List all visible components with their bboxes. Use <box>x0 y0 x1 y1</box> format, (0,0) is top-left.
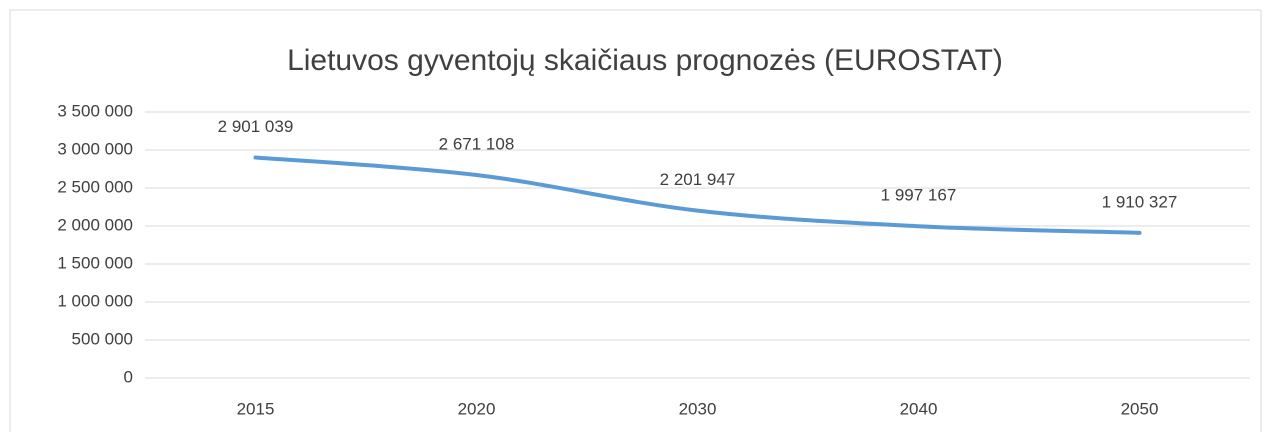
line <box>253 155 1142 235</box>
y-tick-label: 500 000 <box>72 329 133 348</box>
y-tick-label: 1 000 000 <box>57 291 133 310</box>
y-tick-label: 1 500 000 <box>57 253 133 272</box>
x-tick-label: 2020 <box>458 399 496 418</box>
x-tick-label: 2015 <box>237 399 275 418</box>
chart-title: Lietuvos gyventojų skaičiaus prognozės (… <box>287 44 1003 77</box>
data-label: 2 201 947 <box>660 170 736 189</box>
y-tick-label: 0 <box>124 367 133 386</box>
y-tick-label: 2 000 000 <box>57 215 133 234</box>
y-tick-label: 3 000 000 <box>57 139 133 158</box>
x-tick-label: 2030 <box>679 399 717 418</box>
chart-frame <box>9 9 1262 432</box>
data-label: 2 901 039 <box>218 117 294 136</box>
data-label: 2 671 108 <box>439 134 515 153</box>
x-tick-label: 2040 <box>900 399 938 418</box>
y-tick-label: 2 500 000 <box>57 177 133 196</box>
y-tick-label: 3 500 000 <box>57 101 133 120</box>
x-tick-label: 2050 <box>1121 399 1159 418</box>
data-label: 1 997 167 <box>881 186 957 205</box>
data-label: 1 910 327 <box>1102 192 1178 211</box>
